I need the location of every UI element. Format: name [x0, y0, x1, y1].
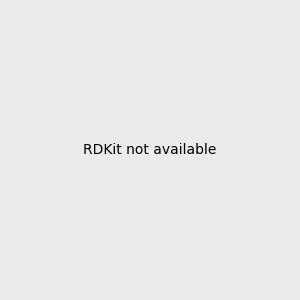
Text: RDKit not available: RDKit not available: [83, 143, 217, 157]
